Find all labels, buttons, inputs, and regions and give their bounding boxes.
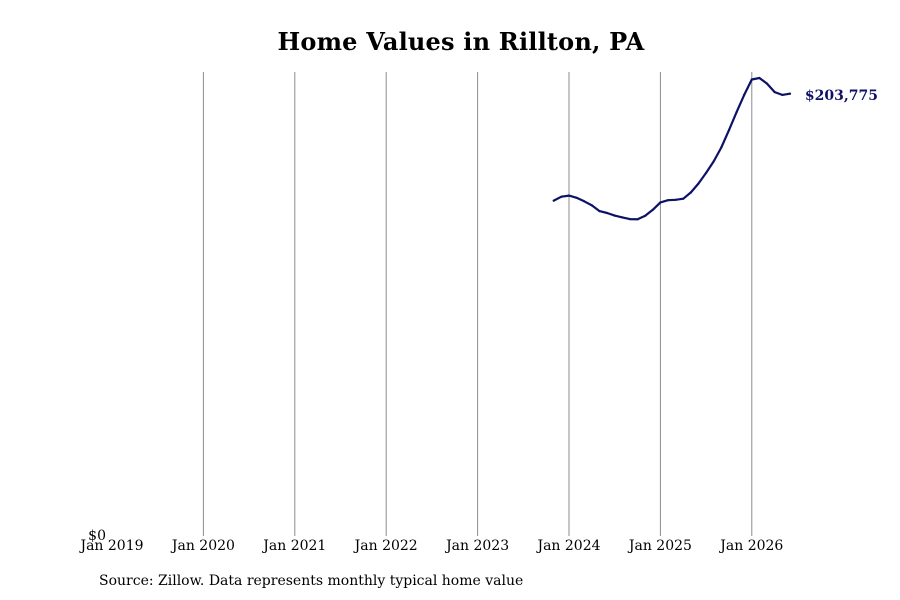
data-point bbox=[613, 214, 616, 217]
data-point bbox=[659, 201, 662, 204]
data-point bbox=[636, 218, 639, 221]
source-note: Source: Zillow. Data represents monthly … bbox=[99, 573, 524, 589]
x-tick-label: Jan 2024 bbox=[535, 538, 600, 554]
data-point bbox=[606, 211, 609, 215]
x-tick-label: Jan 2023 bbox=[444, 538, 509, 554]
data-point bbox=[689, 191, 693, 194]
grid-lines bbox=[202, 72, 753, 536]
data-point bbox=[758, 76, 761, 80]
data-point bbox=[727, 129, 731, 132]
data-point bbox=[788, 92, 792, 95]
data-point bbox=[773, 91, 776, 94]
data-point bbox=[583, 200, 586, 203]
x-tick-label: Jan 2026 bbox=[718, 538, 783, 554]
data-point bbox=[682, 197, 685, 200]
x-tick-label: Jan 2019 bbox=[78, 538, 143, 554]
data-point bbox=[552, 199, 555, 202]
data-point bbox=[743, 93, 746, 96]
data-point bbox=[735, 111, 738, 114]
data-point bbox=[575, 196, 578, 199]
data-point bbox=[644, 214, 647, 217]
x-tick-label: Jan 2022 bbox=[353, 538, 418, 554]
data-point bbox=[590, 204, 594, 207]
data-point bbox=[567, 194, 571, 197]
data-point bbox=[781, 93, 784, 96]
data-point bbox=[765, 82, 769, 85]
data-point bbox=[628, 218, 632, 221]
axis-tick-labels: Jan 2019 Jan 2020 Jan 2021 Jan 2022 Jan 2023… bbox=[78, 528, 783, 554]
x-tick-label: Jan 2025 bbox=[627, 538, 692, 554]
data-point bbox=[697, 182, 700, 185]
data-point bbox=[666, 199, 670, 202]
x-tick-label: Jan 2020 bbox=[170, 538, 235, 554]
data-point bbox=[560, 195, 563, 198]
data-point bbox=[674, 198, 677, 201]
series-layer: $203,775 bbox=[552, 76, 878, 221]
end-value-label: $203,775 bbox=[805, 88, 878, 104]
data-point bbox=[712, 160, 715, 163]
chart-title: Home Values in Rillton, PA bbox=[277, 27, 645, 56]
data-point bbox=[598, 210, 601, 213]
data-point bbox=[720, 146, 723, 149]
data-point bbox=[750, 78, 753, 81]
y-tick-label: $0 bbox=[88, 528, 106, 544]
data-point bbox=[705, 171, 708, 174]
x-tick-label: Jan 2021 bbox=[261, 538, 326, 554]
data-point bbox=[621, 216, 624, 219]
series-line bbox=[552, 76, 791, 221]
data-point bbox=[651, 208, 654, 211]
